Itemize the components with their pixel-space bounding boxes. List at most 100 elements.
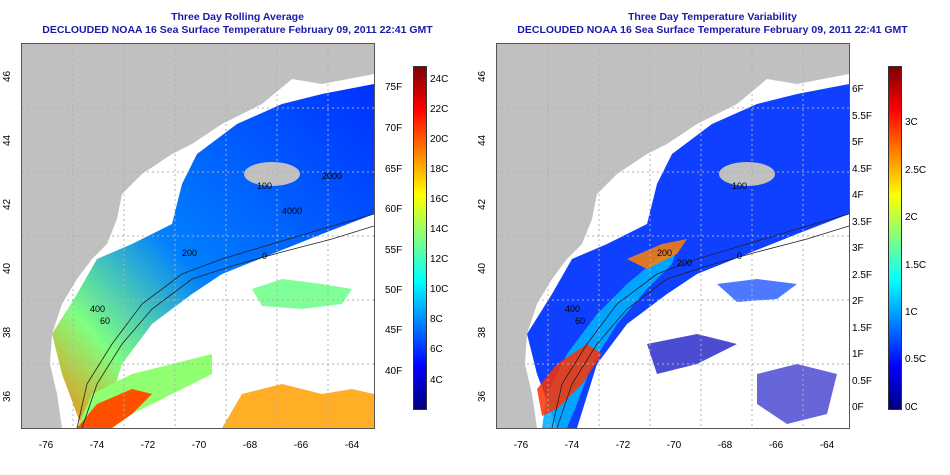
x-tick-label: -74	[89, 440, 105, 451]
panel-subtitle: DECLOUDED NOAA 16 Sea Surface Temperatur…	[517, 24, 908, 36]
scattered-variability	[717, 279, 797, 302]
panel-title: Three Day Rolling Average	[171, 11, 304, 23]
land-mass	[497, 44, 849, 428]
x-tick-label: -66	[293, 440, 309, 451]
colorbar-c-label: 2.5C	[905, 165, 927, 176]
y-tick-label: 42	[477, 198, 488, 210]
contour-label: 0	[737, 251, 742, 261]
colorbar-c-label: 20C	[430, 134, 449, 145]
contour-label: 2000	[322, 171, 342, 181]
x-tick-label: -70	[666, 440, 682, 451]
y-tick-label: 44	[2, 134, 13, 146]
colorbar-f-label: 2F	[852, 296, 864, 307]
contour-label: 400	[565, 304, 580, 314]
y-tick-label: 36	[477, 390, 488, 402]
colorbar-f-label: 50F	[385, 285, 403, 296]
y-tick-label: 46	[477, 70, 488, 82]
contour-label: 4000	[282, 206, 302, 216]
colorbar-c-label: 10C	[430, 284, 449, 295]
warm-water-region	[77, 389, 152, 428]
contour-label: 200	[677, 258, 692, 268]
y-tick-label: 40	[2, 262, 13, 274]
colorbar-c-label: 1C	[905, 307, 918, 318]
contour-label: 400	[90, 304, 105, 314]
colorbar-c-label: 8C	[430, 314, 443, 325]
x-tick-label: -74	[564, 440, 580, 451]
map-grid	[22, 44, 374, 428]
land-mass	[22, 44, 374, 428]
colorbar-f-label: 1F	[852, 349, 864, 360]
slope-water-region	[252, 279, 352, 309]
y-tick-label: 44	[477, 134, 488, 146]
x-tick-label: -68	[242, 440, 258, 451]
colorbar-c-label: 4C	[430, 375, 443, 386]
x-tick-label: -72	[140, 440, 156, 451]
colorbar-f-label: 3.5F	[852, 217, 873, 228]
x-tick-label: -72	[615, 440, 631, 451]
panel-temperature-variability: Three Day Temperature Variability DECLOU…	[475, 0, 950, 475]
contour-label: 200	[657, 248, 672, 258]
colorbar-c-label: 6C	[430, 344, 443, 355]
contour-label: 200	[182, 248, 197, 258]
depth-contour	[556, 225, 849, 428]
hot-variability-zone	[627, 239, 687, 269]
contour-label: 100	[257, 181, 272, 191]
colorbar-c-label: 22C	[430, 104, 449, 115]
colorbar-f-label: 1.5F	[852, 323, 873, 334]
island-landmass	[719, 162, 775, 186]
colorbar-c-label: 1.5C	[905, 260, 927, 271]
y-tick-label: 46	[2, 70, 13, 82]
colorbar	[888, 66, 902, 410]
x-tick-label: -76	[513, 440, 529, 451]
contour-label: 100	[732, 181, 747, 191]
colorbar-f-label: 4.5F	[852, 164, 873, 175]
panel-subtitle: DECLOUDED NOAA 16 Sea Surface Temperatur…	[42, 24, 433, 36]
colorbar-f-label: 2.5F	[852, 270, 873, 281]
colorbar-c-label: 0C	[905, 402, 918, 413]
contour-label: 60	[100, 316, 110, 326]
panel-rolling-average: Three Day Rolling Average DECLOUDED NOAA…	[2, 11, 449, 451]
colorbar-f-label: 0.5F	[852, 376, 873, 387]
contour-label: 60	[575, 316, 585, 326]
colorbar-c-label: 16C	[430, 194, 449, 205]
colorbar	[413, 66, 427, 410]
panel-title: Three Day Temperature Variability	[627, 11, 798, 23]
colorbar-c-label: 2C	[905, 212, 918, 223]
depth-contour	[76, 213, 374, 428]
sst-map: 100 2000 200 0 400 4000 60	[21, 43, 375, 429]
map-canvas: 100 200 200 0 400 60	[497, 44, 849, 428]
island-landmass	[244, 162, 300, 186]
depth-contour	[551, 213, 849, 428]
colorbar-f-label: 5.5F	[852, 111, 873, 122]
depth-contour	[81, 225, 374, 428]
x-tick-label: -64	[344, 440, 360, 451]
scattered-variability	[647, 334, 737, 374]
colorbar-c-label: 3C	[905, 117, 918, 128]
colorbar-c-label: 18C	[430, 164, 449, 175]
x-tick-label: -68	[717, 440, 733, 451]
colorbar-c-label: 12C	[430, 254, 449, 265]
x-tick-label: -76	[38, 440, 54, 451]
colorbar-f-label: 75F	[385, 82, 403, 93]
colorbar-f-label: 3F	[852, 243, 864, 254]
colorbar-f-label: 40F	[385, 366, 403, 377]
y-tick-label: 40	[477, 262, 488, 274]
variability-map: 100 200 200 0 400 60	[496, 43, 850, 429]
colorbar-f-label: 6F	[852, 84, 864, 95]
y-tick-label: 38	[477, 326, 488, 338]
scattered-variability	[757, 364, 837, 424]
colorbar-f-label: 70F	[385, 123, 403, 134]
colorbar-c-label: 14C	[430, 224, 449, 235]
x-tick-label: -70	[191, 440, 207, 451]
y-tick-label: 38	[2, 326, 13, 338]
map-canvas: 100 2000 200 0 400 4000 60	[22, 44, 374, 428]
colorbar-f-label: 65F	[385, 164, 403, 175]
y-tick-label: 36	[2, 390, 13, 402]
contour-label: 0	[262, 251, 267, 261]
colorbar-f-label: 60F	[385, 204, 403, 215]
colorbar-c-label: 0.5C	[905, 354, 927, 365]
x-tick-label: -66	[768, 440, 784, 451]
colorbar-c-label: 24C	[430, 74, 449, 85]
warm-eddy-region	[222, 384, 374, 428]
y-tick-label: 42	[2, 198, 13, 210]
